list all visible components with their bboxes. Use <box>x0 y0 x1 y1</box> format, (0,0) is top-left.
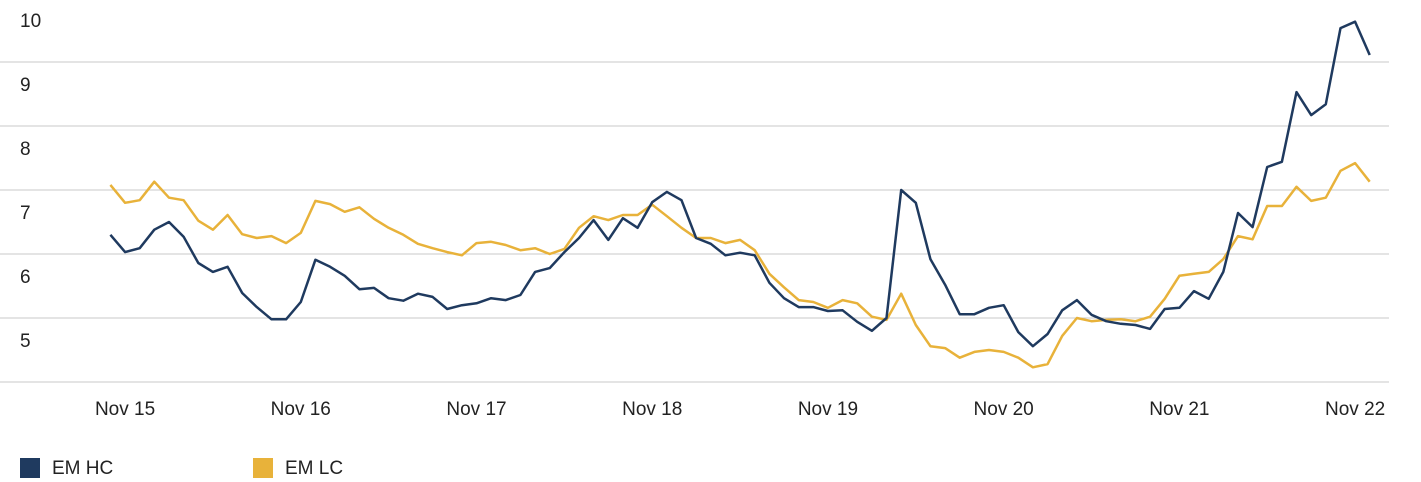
x-tick-label: Nov 22 <box>1325 399 1385 420</box>
x-tick-label: Nov 18 <box>622 399 682 420</box>
x-tick-label: Nov 15 <box>95 399 155 420</box>
legend-label: EM HC <box>52 458 113 479</box>
x-tick-label: Nov 19 <box>798 399 858 420</box>
y-tick-label: 6 <box>20 267 31 288</box>
x-tick-label: Nov 20 <box>974 399 1034 420</box>
legend-swatch <box>253 458 273 478</box>
legend-swatch <box>20 458 40 478</box>
series-line <box>109 161 1371 369</box>
legend-label: EM LC <box>285 458 343 479</box>
x-tick-label: Nov 16 <box>271 399 331 420</box>
series-line <box>109 20 1371 348</box>
y-tick-label: 10 <box>20 11 41 32</box>
x-tick-label: Nov 17 <box>446 399 506 420</box>
y-tick-label: 9 <box>20 75 31 96</box>
y-tick-label: 5 <box>20 331 31 352</box>
y-tick-label: 8 <box>20 139 31 160</box>
x-tick-label: Nov 21 <box>1149 399 1209 420</box>
y-tick-label: 7 <box>20 203 31 224</box>
